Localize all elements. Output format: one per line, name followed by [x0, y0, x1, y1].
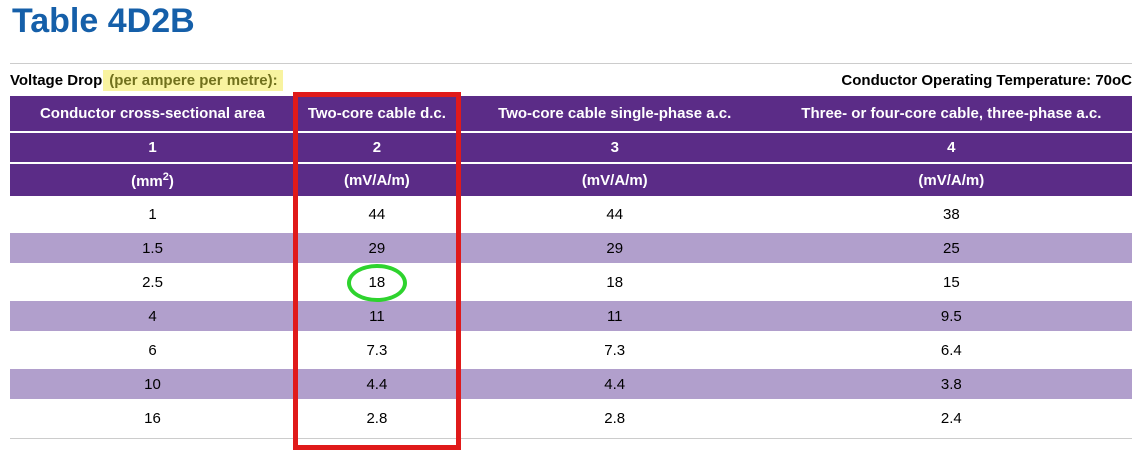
table-cell: 1.5: [10, 231, 295, 267]
column-number: 2: [294, 132, 459, 164]
table-cell: 2.4: [770, 401, 1132, 437]
table-cell: 10: [10, 367, 295, 403]
table-cell: 4.4: [294, 367, 459, 403]
column-unit: (mV/A/m): [770, 163, 1132, 199]
superscript-2: 2: [162, 170, 169, 183]
column-header-three-four-core: Three- or four-core cable, three-phase a…: [770, 96, 1132, 133]
table-cell: 4.4: [458, 367, 771, 403]
table-row: 6 7.3 7.3 6.4: [10, 333, 1132, 369]
table-cell: 2.8: [458, 401, 771, 437]
column-number: 3: [458, 132, 771, 164]
column-unit: (mV/A/m): [458, 163, 771, 199]
table-cell: 29: [294, 231, 459, 267]
table-cell: 2.8: [294, 401, 459, 437]
table-cell: 7.3: [458, 333, 771, 369]
divider-bottom: [10, 438, 1132, 439]
column-number: 1: [10, 132, 295, 164]
table-cell: 6.4: [770, 333, 1132, 369]
table-cell: 3.8: [770, 367, 1132, 403]
table-row: 1 44 44 38: [10, 197, 1132, 233]
caption-voltage-drop-label: Voltage Drop: [10, 71, 103, 89]
header-row-numbers: 1 2 3 4: [10, 132, 1132, 164]
voltage-drop-table: Conductor cross-sectional area Two-core …: [10, 96, 1132, 437]
column-header-cross-sectional-area: Conductor cross-sectional area: [10, 96, 295, 133]
table-cell: 11: [294, 299, 459, 335]
table-cell: 25: [770, 231, 1132, 267]
column-header-two-core-dc: Two-core cable d.c.: [294, 96, 459, 133]
column-unit: (mV/A/m): [294, 163, 459, 199]
caption-row: Voltage Drop (per ampere per metre): Cond…: [10, 68, 1132, 92]
table-cell: 44: [294, 197, 459, 233]
table-cell: 29: [458, 231, 771, 267]
table-cell: 9.5: [770, 299, 1132, 335]
operating-temperature-label: Conductor Operating Temperature: 70oC: [841, 71, 1132, 89]
table-cell: 18: [458, 265, 771, 301]
table-row: 16 2.8 2.8 2.4: [10, 401, 1132, 437]
table-row: 2.5 18 18 15: [10, 265, 1132, 301]
divider-top: [10, 63, 1132, 64]
table-cell: 7.3: [294, 333, 459, 369]
column-header-two-core-single-phase: Two-core cable single-phase a.c.: [458, 96, 771, 133]
table-cell: 6: [10, 333, 295, 369]
table-cell: 16: [10, 401, 295, 437]
table-cell: 38: [770, 197, 1132, 233]
table-caption: Voltage Drop (per ampere per metre):: [10, 69, 283, 91]
caption-highlighted-text: (per ampere per metre):: [103, 69, 283, 91]
table-row: 10 4.4 4.4 3.8: [10, 367, 1132, 403]
table-row: 4 11 11 9.5: [10, 299, 1132, 335]
page-title: Table 4D2B: [12, 2, 195, 40]
column-number: 4: [770, 132, 1132, 164]
table-cell: 2.5: [10, 265, 295, 301]
table-cell: 4: [10, 299, 295, 335]
table-cell-circled-value: 18: [294, 265, 459, 301]
table-cell: 1: [10, 197, 295, 233]
header-row-units: (mm2) (mV/A/m) (mV/A/m) (mV/A/m): [10, 163, 1132, 199]
table-cell: 11: [458, 299, 771, 335]
column-unit-mm2: (mm2): [10, 163, 295, 199]
header-row-labels: Conductor cross-sectional area Two-core …: [10, 96, 1132, 133]
table-row: 1.5 29 29 25: [10, 231, 1132, 267]
table-cell: 15: [770, 265, 1132, 301]
table-cell: 44: [458, 197, 771, 233]
